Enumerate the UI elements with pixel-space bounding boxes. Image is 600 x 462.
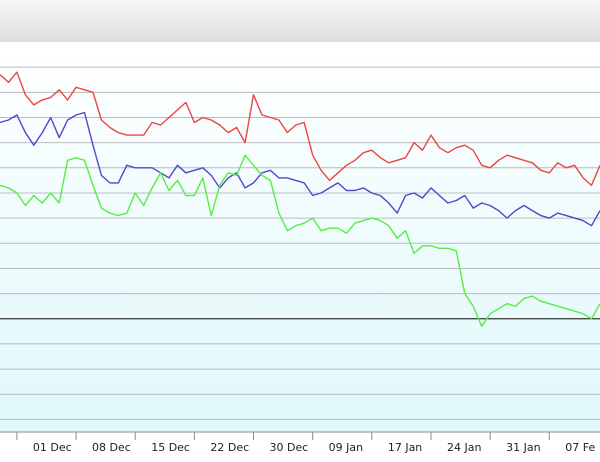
plot-background	[0, 42, 600, 432]
x-tick-label: 31 Jan	[506, 441, 540, 454]
x-tick-label: 15 Dec	[151, 441, 190, 454]
series-line-1	[0, 71, 600, 187]
x-tick-label: 22 Dec	[210, 441, 249, 454]
x-tick-label: 24 Jan	[447, 441, 481, 454]
x-tick-label: 08 Dec	[92, 441, 131, 454]
x-axis: 01 Dec 08 Dec 15 Dec 22 Dec 30 Dec 09 Jan 17 J…	[0, 431, 600, 454]
x-tick-label: 09 Jan	[329, 441, 363, 454]
series-line-2	[0, 111, 600, 227]
x-tick-label: 17 Jan	[388, 441, 422, 454]
series-line-3	[0, 154, 600, 327]
x-tick-label: 01 Dec	[33, 441, 72, 454]
x-tick-label: 30 Dec	[270, 441, 309, 454]
series-lines	[0, 71, 600, 327]
x-tick-label: 07 Fe	[565, 441, 595, 454]
